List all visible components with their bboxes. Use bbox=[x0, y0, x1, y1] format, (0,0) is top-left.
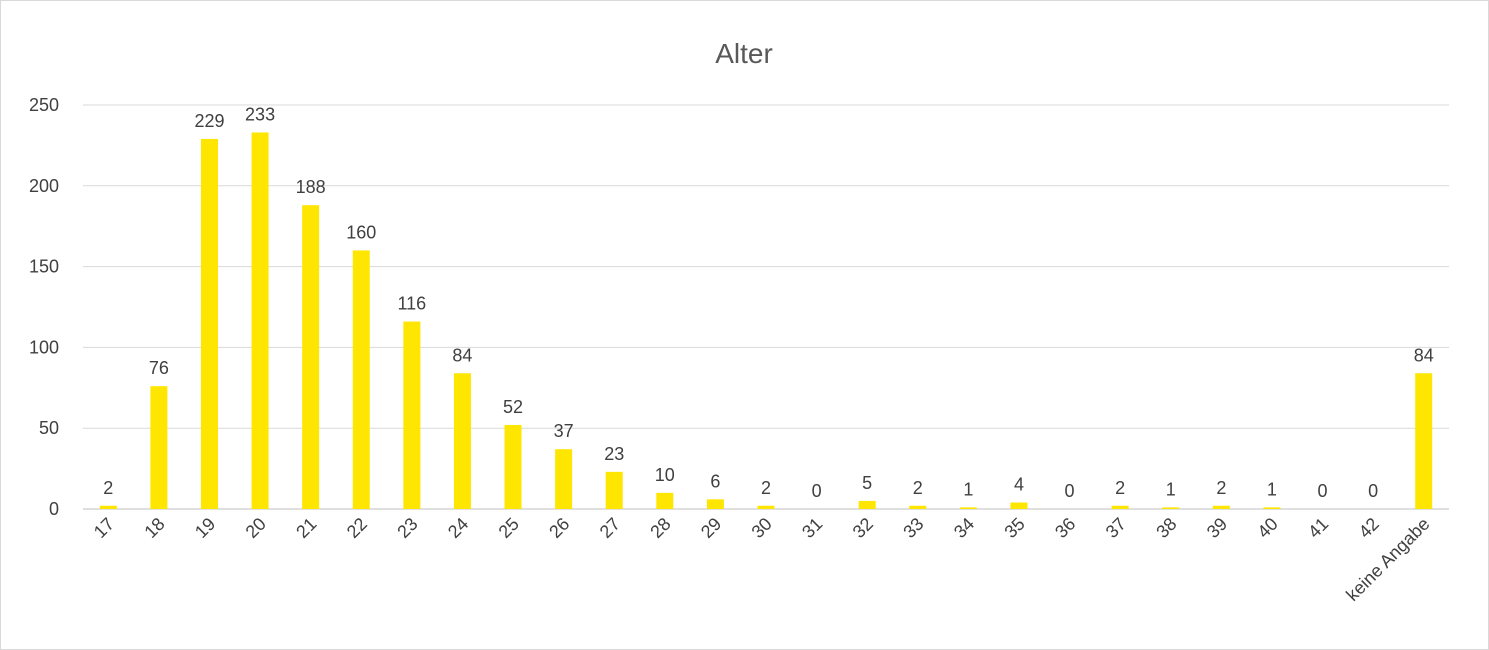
y-tick-label: 200 bbox=[29, 176, 59, 196]
x-tick-label: 31 bbox=[798, 514, 826, 542]
x-tick-label: 42 bbox=[1355, 514, 1383, 542]
data-label: 84 bbox=[1414, 345, 1434, 365]
x-tick-label: 24 bbox=[444, 514, 472, 542]
y-tick-label: 0 bbox=[49, 499, 59, 519]
bar bbox=[909, 505, 927, 509]
bar bbox=[453, 373, 471, 509]
data-label: 52 bbox=[503, 397, 523, 417]
bar bbox=[302, 205, 320, 509]
data-label: 23 bbox=[604, 444, 624, 464]
x-tick-label: 32 bbox=[849, 514, 877, 542]
data-label: 0 bbox=[1368, 481, 1378, 501]
data-label: 116 bbox=[398, 294, 427, 314]
data-label: 37 bbox=[554, 421, 574, 441]
x-tick-label: 17 bbox=[90, 514, 118, 542]
data-label: 84 bbox=[452, 345, 472, 365]
y-tick-label: 250 bbox=[29, 95, 59, 115]
y-tick-label: 150 bbox=[29, 257, 59, 277]
bar bbox=[605, 471, 623, 509]
bar bbox=[1415, 373, 1433, 509]
x-tick-label: 34 bbox=[950, 514, 978, 542]
bar bbox=[959, 507, 977, 509]
data-label: 0 bbox=[812, 481, 822, 501]
data-label: 233 bbox=[245, 104, 275, 124]
x-tick-label: 27 bbox=[596, 514, 624, 542]
bar bbox=[555, 449, 573, 509]
bar bbox=[656, 492, 674, 509]
bar bbox=[1212, 505, 1230, 509]
y-tick-label: 50 bbox=[39, 418, 59, 438]
data-label: 1 bbox=[1267, 479, 1277, 499]
x-tick-label: 21 bbox=[292, 514, 320, 542]
data-label: 2 bbox=[1216, 478, 1226, 498]
data-label: 1 bbox=[1166, 479, 1176, 499]
bar bbox=[403, 321, 421, 509]
data-label: 2 bbox=[913, 478, 923, 498]
bar bbox=[757, 505, 775, 509]
x-tick-label: 35 bbox=[1000, 514, 1028, 542]
x-tick-label: 25 bbox=[495, 514, 523, 542]
data-label: 4 bbox=[1014, 475, 1024, 495]
data-label: 6 bbox=[710, 471, 720, 491]
data-label: 188 bbox=[296, 177, 326, 197]
bar bbox=[200, 138, 218, 509]
x-tick-label: 33 bbox=[899, 514, 927, 542]
bar bbox=[99, 505, 117, 509]
data-label: 0 bbox=[1318, 481, 1328, 501]
y-tick-label: 100 bbox=[29, 337, 59, 357]
bar bbox=[1162, 507, 1180, 509]
x-tick-label: 37 bbox=[1102, 514, 1130, 542]
data-label: 0 bbox=[1065, 481, 1075, 501]
bar bbox=[504, 424, 522, 509]
data-label: 1 bbox=[963, 479, 973, 499]
x-tick-label: 38 bbox=[1152, 514, 1180, 542]
data-label: 2 bbox=[1115, 478, 1125, 498]
x-tick-label: 30 bbox=[748, 514, 776, 542]
data-label: 229 bbox=[194, 111, 224, 131]
x-tick-label: 19 bbox=[191, 514, 219, 542]
x-tick-label: 28 bbox=[646, 514, 674, 542]
data-label: 5 bbox=[862, 473, 872, 493]
bar bbox=[1263, 507, 1281, 509]
data-label: 76 bbox=[149, 358, 169, 378]
bar bbox=[1111, 505, 1129, 509]
bar bbox=[706, 499, 724, 509]
x-tick-label: 22 bbox=[343, 514, 371, 542]
x-tick-label: 23 bbox=[393, 514, 421, 542]
bar bbox=[352, 250, 370, 509]
x-tick-label: 36 bbox=[1051, 514, 1079, 542]
x-tick-label: 26 bbox=[545, 514, 573, 542]
x-tick-label: 41 bbox=[1304, 514, 1332, 542]
chart-title: Alter bbox=[715, 38, 773, 69]
data-label: 2 bbox=[761, 478, 771, 498]
x-tick-label: 20 bbox=[242, 514, 270, 542]
bar bbox=[1010, 502, 1028, 509]
data-label: 160 bbox=[346, 222, 376, 242]
x-tick-label: 39 bbox=[1203, 514, 1231, 542]
data-label: 10 bbox=[655, 465, 675, 485]
bar bbox=[251, 132, 269, 510]
bar bbox=[858, 500, 876, 509]
data-label: 2 bbox=[103, 478, 113, 498]
x-tick-label: 29 bbox=[697, 514, 725, 542]
x-tick-label: 40 bbox=[1253, 514, 1281, 542]
x-tick-label: 18 bbox=[140, 514, 168, 542]
bar bbox=[150, 386, 168, 509]
